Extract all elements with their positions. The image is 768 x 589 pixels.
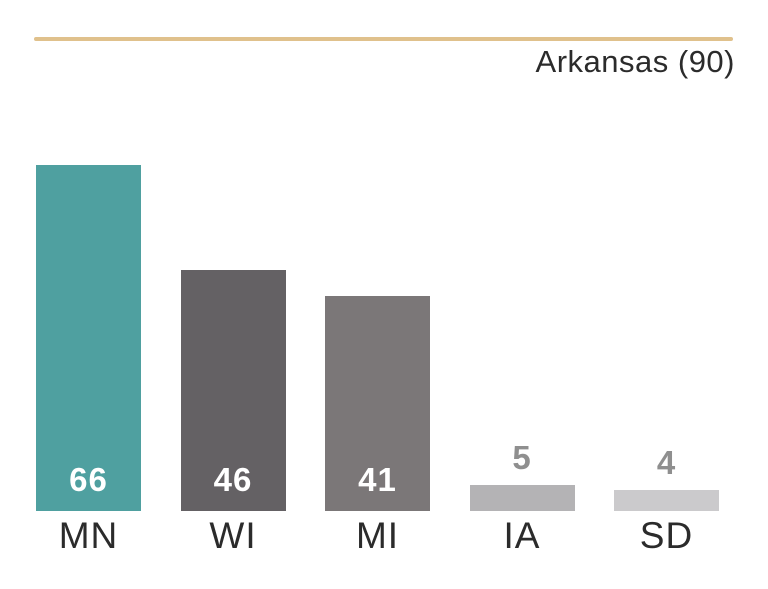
bar-label-MI: MI [355,515,400,556]
bar-label-SD: SD [639,515,694,556]
bar-IA [469,485,575,511]
bar-group-SD: 4 SD [614,0,719,554]
bar-label-WI: WI [209,515,257,556]
bar-value-MI: 41 [358,461,397,498]
gold-divider-rule [34,37,733,41]
bar-group-MI: 41 MI [325,0,430,554]
bar-group-WI: 46 WI [180,0,286,554]
bar-chart: 66 MN 46 WI 41 MI 5 IA 4 SD [36,0,719,554]
bar-label-IA: IA [503,515,541,556]
bar-group-MN: 66 MN [36,0,141,554]
bar-value-SD: 4 [656,444,677,481]
bar-label-MN: MN [58,515,119,556]
bar-MI [325,296,430,511]
bar-value-WI: 46 [213,461,253,498]
bar-value-MN: 66 [69,461,108,498]
chart-title: Arkansas (90) [535,44,735,79]
bar-SD [614,490,719,511]
bar-MN [36,165,141,511]
bar-value-IA: 5 [512,439,532,476]
bar-group-IA: 5 IA [469,0,575,554]
bar-WI [180,270,286,511]
